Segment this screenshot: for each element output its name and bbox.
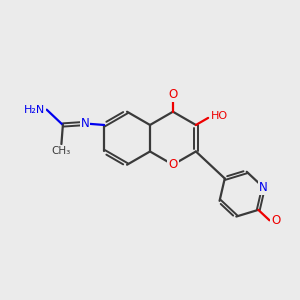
Text: O: O	[271, 214, 280, 227]
Text: H₂N: H₂N	[24, 105, 45, 115]
Text: CH₃: CH₃	[52, 146, 71, 156]
Text: O: O	[168, 88, 178, 101]
Text: HO: HO	[211, 111, 228, 122]
Text: N: N	[81, 117, 89, 130]
Text: O: O	[168, 158, 178, 171]
Text: N: N	[259, 181, 268, 194]
